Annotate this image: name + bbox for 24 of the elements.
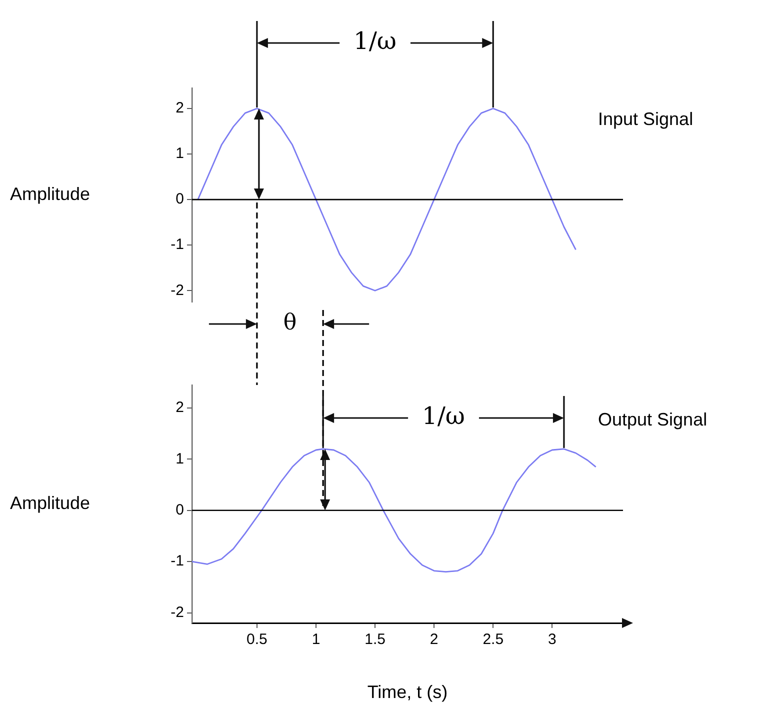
x-tick-label: 0.5 xyxy=(246,631,268,648)
y-axis-title: Amplitude xyxy=(10,184,90,204)
y-tick-label: -1 xyxy=(170,236,184,254)
x-tick-label: 1.5 xyxy=(364,631,386,648)
text: Input Signal xyxy=(598,109,694,130)
x-tick-label: 1 xyxy=(312,631,320,648)
y-tick-label: 1 xyxy=(176,145,184,162)
annotation: 1/ω xyxy=(422,402,465,430)
text: 1/ω xyxy=(354,27,396,56)
x-tick-label: 3 xyxy=(548,631,556,648)
text: θ xyxy=(283,310,297,336)
y-tick-label: 0 xyxy=(176,502,184,519)
y-tick-label: 0 xyxy=(176,190,184,208)
y-tick-label: -2 xyxy=(170,604,184,621)
x-axis-title: Time, t (s) xyxy=(367,682,448,702)
y-axis-title: Amplitude xyxy=(10,492,90,513)
series-label: Output Signal xyxy=(598,410,708,430)
y-tick-label: -1 xyxy=(170,552,184,570)
x-tick-label: 2 xyxy=(430,631,438,648)
y-tick-label: 1 xyxy=(176,450,184,468)
y-tick-label: -2 xyxy=(170,282,184,299)
y-tick-label: 2 xyxy=(176,399,184,416)
y-tick-label: 2 xyxy=(176,100,184,117)
x-tick-label: 2.5 xyxy=(482,631,504,648)
